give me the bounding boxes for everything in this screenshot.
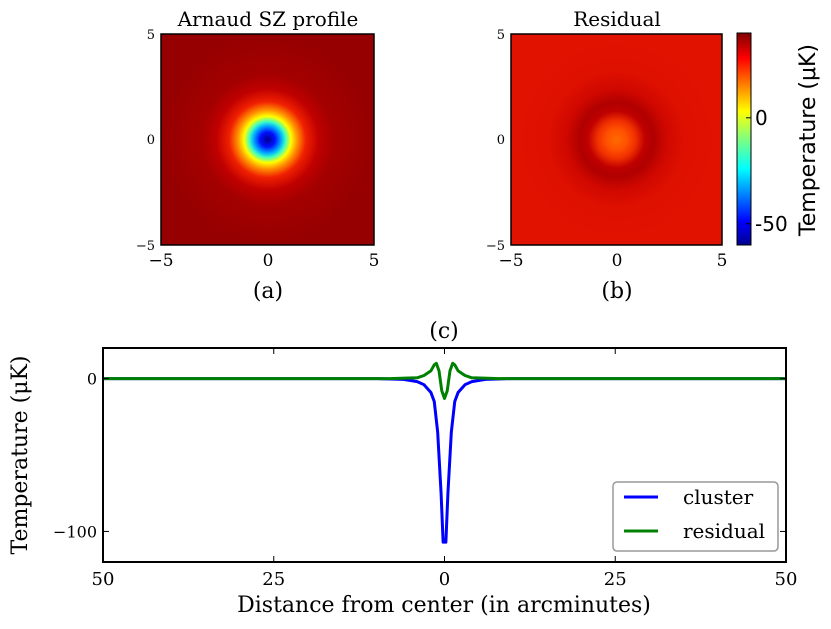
panel-c-ylabel: Temperature (μK) xyxy=(8,355,33,554)
series-line-residual xyxy=(103,361,786,400)
panel-b-frame xyxy=(510,33,723,246)
panel-c: (c) 50 25 0 25 50 0 −100 Distance from center… xyxy=(8,319,797,618)
panel-a-title: Arnaud SZ profile xyxy=(177,7,359,31)
panel-a: Arnaud SZ profile 5 0 −5 −5 0 5 (a) xyxy=(136,7,380,304)
colorbar: 0 -50 Temperature (μK) xyxy=(736,32,821,246)
panel-c-yticks: 0 −100 xyxy=(53,370,786,541)
x-tick-label: 50 xyxy=(775,569,798,590)
panel-b-xtick-mid: 0 xyxy=(612,251,623,271)
colorbar-label: Temperature (μK) xyxy=(796,44,821,237)
panel-a-ytick-top: 5 xyxy=(147,28,155,43)
colorbar-ticks: 0 -50 xyxy=(746,106,788,236)
panel-a-xtick-right: 5 xyxy=(369,251,380,271)
legend: cluster residual xyxy=(612,481,779,552)
panel-a-heatmap xyxy=(161,34,374,245)
panel-c-xlabel: Distance from center (in arcminutes) xyxy=(237,593,651,618)
panel-c-xticks: 50 25 0 25 50 xyxy=(92,348,798,590)
panel-c-title: (c) xyxy=(429,319,459,344)
panel-a-ytick-bottom: −5 xyxy=(136,239,155,254)
panel-c-plot xyxy=(103,361,786,544)
panel-b-xtick-left: −5 xyxy=(498,251,523,271)
panel-a-label: (a) xyxy=(253,279,283,304)
panel-b-ytick-bottom: −5 xyxy=(486,239,505,254)
y-tick-label: −100 xyxy=(53,522,97,541)
colorbar-tick-label: 0 xyxy=(755,106,768,130)
panel-b-ytick-mid: 0 xyxy=(497,133,505,148)
y-tick-label: 0 xyxy=(87,370,97,389)
x-tick-label: 25 xyxy=(604,569,627,590)
legend-label-residual: residual xyxy=(683,519,765,543)
panel-a-frame xyxy=(160,33,375,246)
colorbar-tick-label: -50 xyxy=(755,212,788,236)
panel-b: Residual 5 0 −5 −5 0 5 (b) xyxy=(486,7,728,304)
panel-a-xtick-left: −5 xyxy=(148,251,173,271)
panel-b-title: Residual xyxy=(573,7,661,31)
panel-b-label: (b) xyxy=(601,279,632,304)
x-tick-label: 25 xyxy=(262,569,285,590)
legend-label-cluster: cluster xyxy=(683,485,754,509)
colorbar-gradient xyxy=(736,32,752,246)
panel-a-xtick-mid: 0 xyxy=(263,251,274,271)
x-tick-label: 50 xyxy=(92,569,115,590)
series-line-cluster xyxy=(103,377,786,544)
panel-a-ytick-mid: 0 xyxy=(147,133,155,148)
panel-b-heatmap xyxy=(511,34,722,245)
panel-b-ytick-top: 5 xyxy=(497,28,505,43)
panel-b-xtick-right: 5 xyxy=(717,251,728,271)
x-tick-label: 0 xyxy=(439,569,450,590)
legend-box xyxy=(612,481,779,552)
